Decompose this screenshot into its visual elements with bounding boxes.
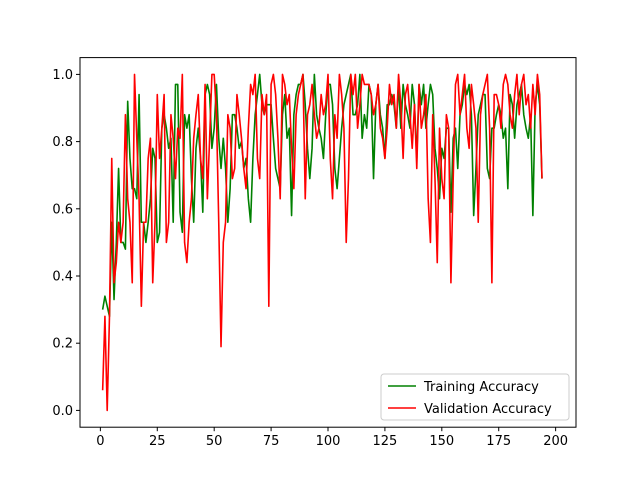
x-tick-label: 25 — [149, 434, 166, 449]
y-tick-label: 0.8 — [52, 135, 73, 150]
y-tick-label: 0.2 — [52, 337, 73, 352]
x-tick-label: 0 — [96, 434, 104, 449]
legend-label-training: Training Accuracy — [423, 380, 539, 395]
x-axis: 0 25 50 75 100 125 150 175 200 — [96, 427, 568, 449]
legend-label-validation: Validation Accuracy — [424, 402, 552, 417]
training-accuracy-line — [101, 73, 543, 318]
x-tick-label: 125 — [372, 434, 397, 449]
y-tick-label: 1.0 — [52, 68, 73, 83]
x-tick-label: 100 — [316, 434, 341, 449]
legend-box — [380, 373, 570, 421]
y-tick-label: 0.0 — [52, 404, 73, 419]
x-tick-label: 50 — [206, 434, 223, 449]
y-tick-label: 0.4 — [52, 270, 73, 285]
validation-accuracy-line — [101, 73, 543, 412]
y-axis: 0.0 0.2 0.4 0.6 0.8 1.0 — [52, 68, 80, 419]
x-tick-label: 175 — [486, 434, 511, 449]
legend: Training Accuracy Validation Accuracy — [380, 373, 570, 421]
x-tick-label: 200 — [543, 434, 568, 449]
x-tick-label: 150 — [429, 434, 454, 449]
y-tick-label: 0.6 — [52, 202, 73, 217]
x-tick-label: 75 — [263, 434, 280, 449]
series-layer — [101, 73, 543, 412]
